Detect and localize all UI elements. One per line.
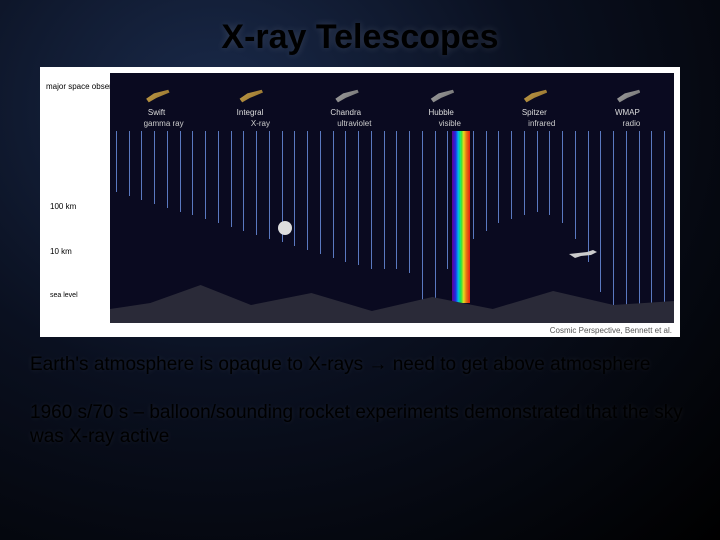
band-label: gamma ray (144, 119, 184, 128)
body-paragraph-1: Earth's atmosphere is opaque to X-rays →… (0, 337, 720, 377)
para1-part-b: need to get above atmosphere (387, 354, 650, 375)
telescope-wmap: WMAP (614, 88, 640, 117)
penetration-ray (294, 131, 295, 246)
penetration-ray (231, 131, 232, 227)
telescope-spitzer: Spitzer (521, 88, 547, 117)
penetration-ray (537, 131, 538, 212)
penetration-ray (511, 131, 512, 219)
penetration-ray (243, 131, 244, 231)
telescope-label: Spitzer (521, 108, 547, 117)
telescope-chandra: Chandra (330, 88, 361, 117)
penetration-ray (320, 131, 321, 254)
telescope-integral: Integral (237, 88, 264, 117)
band-label: infrared (528, 119, 555, 128)
telescope-swift: Swift (144, 88, 170, 117)
penetration-ray (524, 131, 525, 215)
telescope-icon (237, 88, 263, 106)
telescope-label: Chandra (330, 108, 361, 117)
penetration-ray (218, 131, 219, 223)
penetration-ray (549, 131, 550, 215)
diagram-sky-area: Swift Integral Chandra Hubble Spitzer WMAP ga… (110, 73, 674, 323)
diagram-credit: Cosmic Perspective, Bennett et al. (550, 326, 672, 335)
penetration-ray (486, 131, 487, 231)
penetration-ray (180, 131, 181, 212)
penetration-ray (588, 131, 589, 262)
telescope-icon (521, 88, 547, 106)
penetration-ray (575, 131, 576, 239)
penetration-ray (141, 131, 142, 200)
band-label: X-ray (251, 119, 270, 128)
altitude-label-100km: 100 km (50, 202, 76, 211)
slide-title: X-ray Telescopes (0, 0, 720, 67)
band-label: radio (623, 119, 641, 128)
penetration-ray (167, 131, 168, 208)
em-spectrum-diagram: major space observatories 100 km 10 km s… (40, 67, 680, 337)
para1-part-a: Earth's atmosphere is opaque to X-rays (30, 354, 368, 375)
arrow-icon: → (368, 354, 387, 375)
penetration-ray (409, 131, 410, 273)
airplane-icon (569, 245, 597, 255)
penetration-ray (129, 131, 130, 196)
telescope-label: Swift (144, 108, 170, 117)
penetration-ray (345, 131, 346, 262)
penetration-ray (256, 131, 257, 235)
penetration-ray (498, 131, 499, 223)
penetration-ray (116, 131, 117, 192)
balloon-icon (278, 221, 292, 235)
band-label-row: gamma ray X-ray ultraviolet visible infrared… (110, 119, 674, 128)
altitude-label-sea: sea level (50, 292, 78, 299)
telescope-icon (614, 88, 640, 106)
penetration-ray (154, 131, 155, 204)
telescope-label: WMAP (614, 108, 640, 117)
telescope-icon (144, 88, 170, 106)
telescope-icon (333, 88, 359, 106)
telescope-label: Integral (237, 108, 264, 117)
terrain-silhouette (110, 275, 674, 323)
penetration-ray (396, 131, 397, 269)
penetration-ray (473, 131, 474, 239)
penetration-ray (269, 131, 270, 239)
penetration-ray (384, 131, 385, 269)
telescope-hubble: Hubble (428, 88, 454, 117)
penetration-ray (358, 131, 359, 265)
band-label: ultraviolet (337, 119, 371, 128)
body-paragraph-2: 1960 s/70 s – balloon/sounding rocket ex… (0, 377, 720, 449)
penetration-ray (371, 131, 372, 269)
penetration-ray (307, 131, 308, 250)
telescope-label: Hubble (428, 108, 454, 117)
altitude-label-10km: 10 km (50, 247, 72, 256)
penetration-ray (192, 131, 193, 215)
penetration-ray (447, 131, 448, 269)
penetration-ray (562, 131, 563, 223)
telescope-row: Swift Integral Chandra Hubble Spitzer WMAP (110, 77, 674, 117)
penetration-ray (600, 131, 601, 292)
band-label: visible (439, 119, 461, 128)
penetration-ray (205, 131, 206, 219)
penetration-ray (333, 131, 334, 258)
telescope-icon (428, 88, 454, 106)
